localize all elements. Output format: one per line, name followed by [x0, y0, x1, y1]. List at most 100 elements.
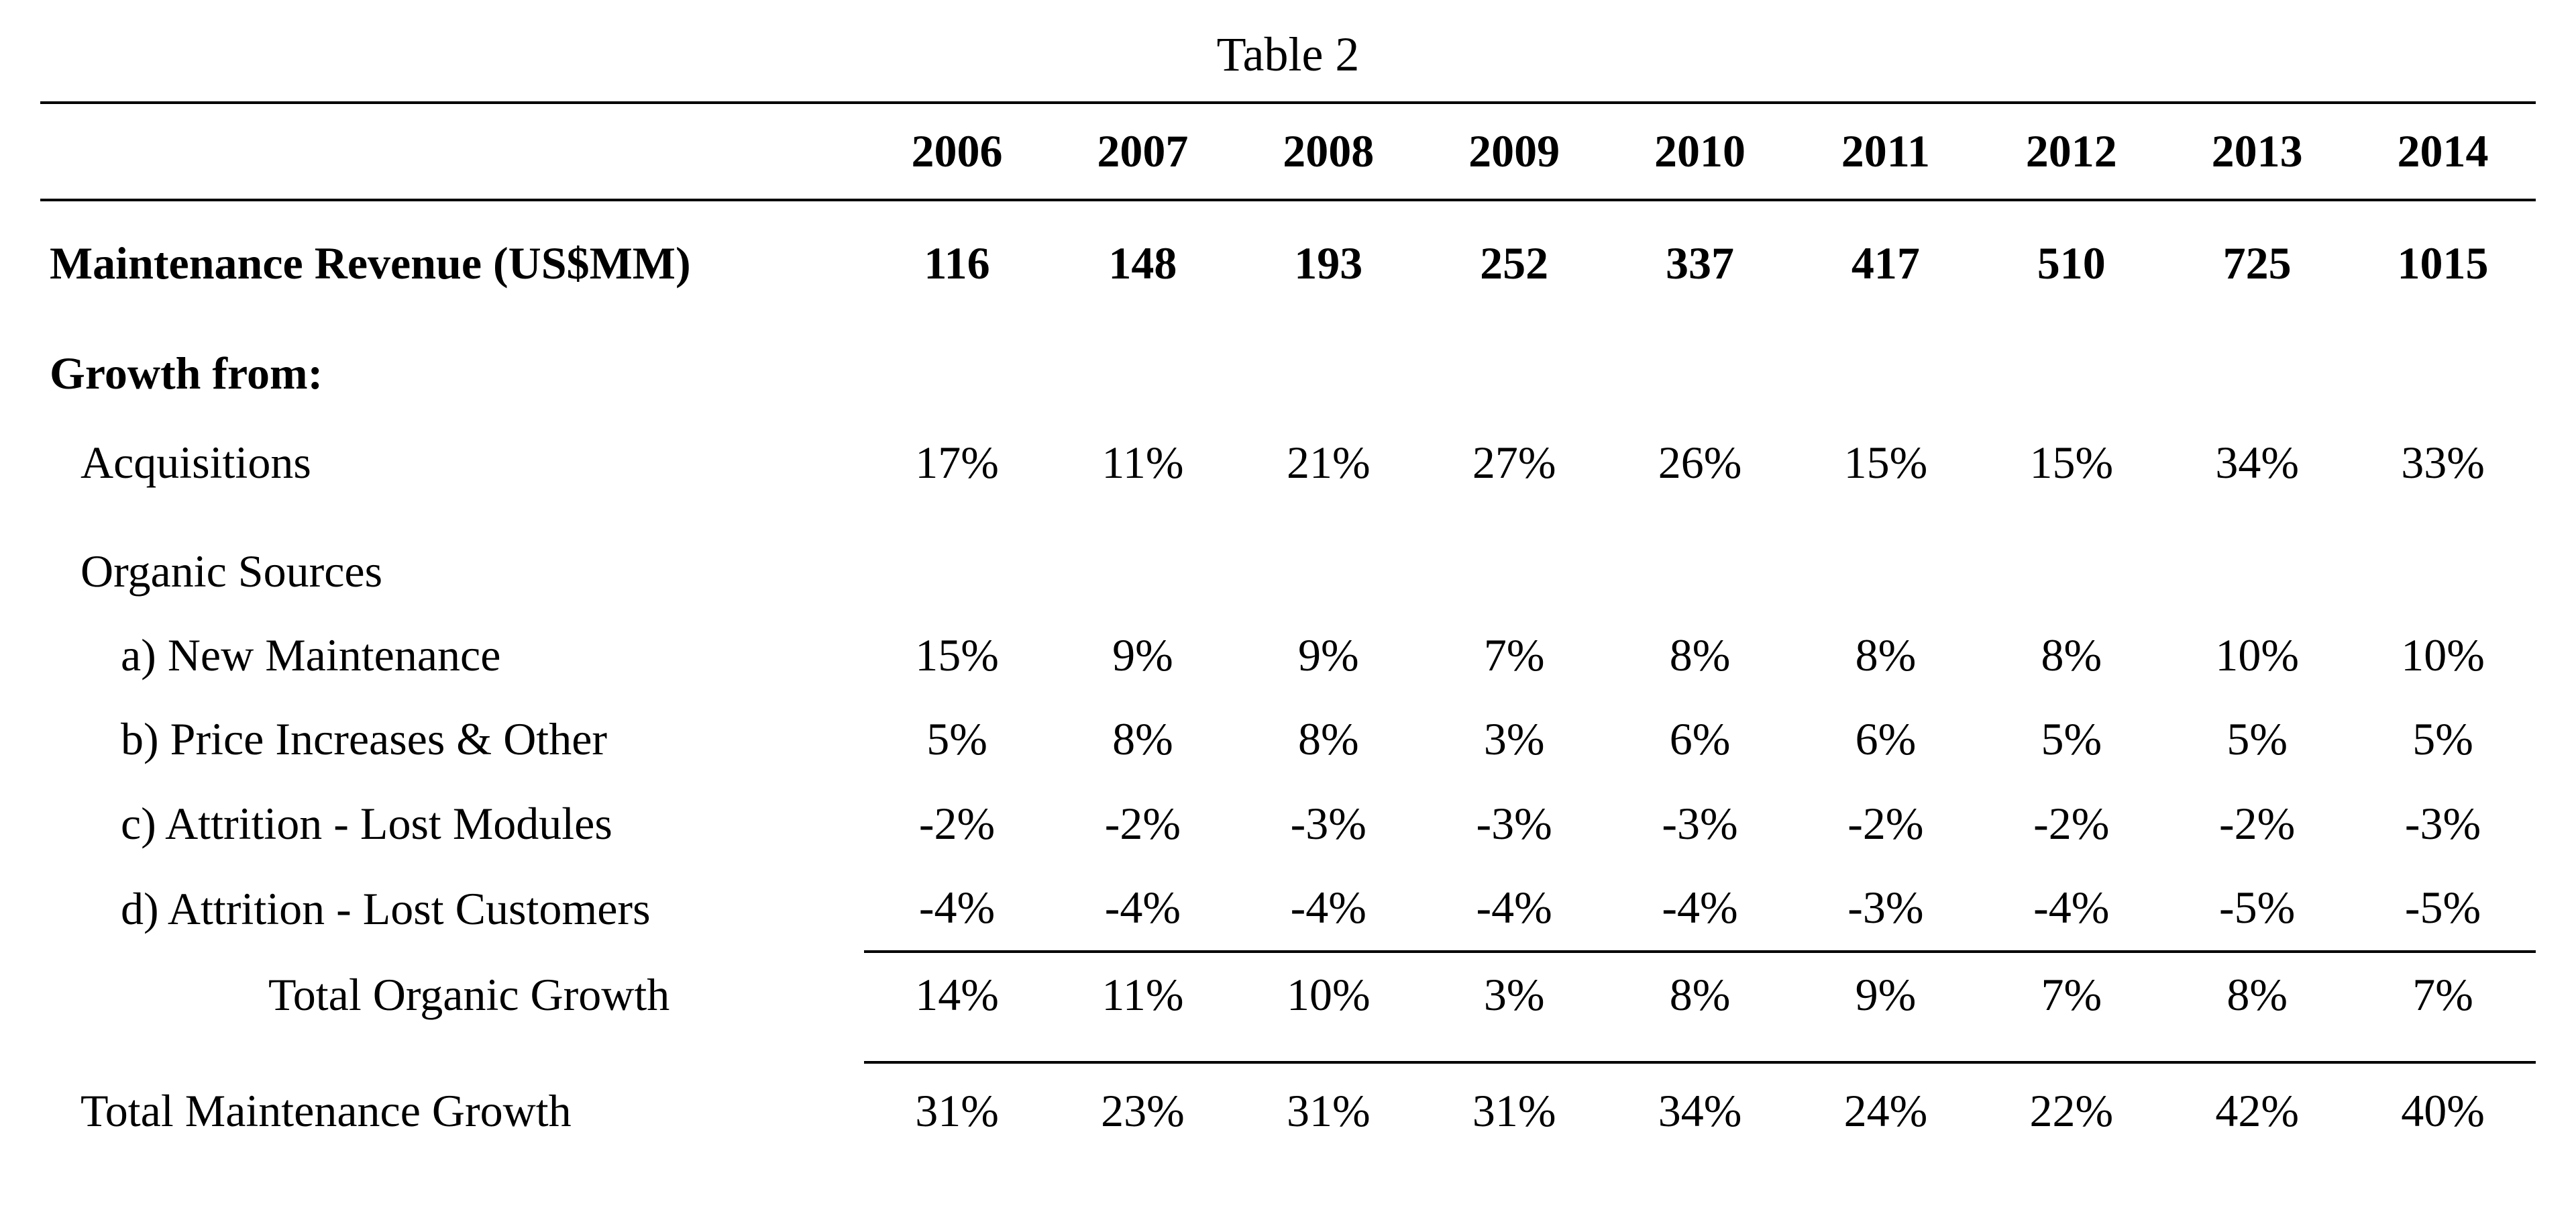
row-new-maintenance: a) New Maintenance 15% 9% 9% 7% 8% 8% 8%…: [40, 613, 2536, 697]
header-year: 2010: [1607, 103, 1793, 200]
cell: -3%: [1607, 782, 1793, 866]
header-year: 2012: [1978, 103, 2164, 200]
row-label: d) Attrition - Lost Customers: [40, 866, 864, 951]
cell: 7%: [2350, 952, 2536, 1037]
cell: 1015: [2350, 200, 2536, 311]
cell: 8%: [1050, 697, 1236, 781]
cell: 5%: [1978, 697, 2164, 781]
row-attrition-modules: c) Attrition - Lost Modules -2% -2% -3% …: [40, 782, 2536, 866]
cell: -4%: [1607, 866, 1793, 951]
cell: 33%: [2350, 421, 2536, 505]
row-label: c) Attrition - Lost Modules: [40, 782, 864, 866]
row-label: Acquisitions: [40, 421, 864, 505]
cell: -4%: [1978, 866, 2164, 951]
cell: 27%: [1421, 421, 1607, 505]
header-year: 2009: [1421, 103, 1607, 200]
row-maintenance-revenue: Maintenance Revenue (US$MM) 116 148 193 …: [40, 200, 2536, 311]
cell: -2%: [1050, 782, 1236, 866]
cell: 10%: [2350, 613, 2536, 697]
cell: -4%: [1421, 866, 1607, 951]
cell: 8%: [1607, 952, 1793, 1037]
table-header-row: 2006 2007 2008 2009 2010 2011 2012 2013 …: [40, 103, 2536, 200]
cell: 26%: [1607, 421, 1793, 505]
header-blank: [40, 103, 864, 200]
cell: 5%: [2164, 697, 2350, 781]
cell: -3%: [1236, 782, 1421, 866]
header-year: 2007: [1050, 103, 1236, 200]
financial-table: 2006 2007 2008 2009 2010 2011 2012 2013 …: [40, 101, 2536, 1158]
cell: 31%: [864, 1062, 1050, 1158]
header-year: 2008: [1236, 103, 1421, 200]
cell: 14%: [864, 952, 1050, 1037]
cell: -3%: [2350, 782, 2536, 866]
cell: 17%: [864, 421, 1050, 505]
cell: 3%: [1421, 952, 1607, 1037]
cell: -4%: [1050, 866, 1236, 951]
row-total-organic-growth: Total Organic Growth 14% 11% 10% 3% 8% 9…: [40, 952, 2536, 1037]
cell: 11%: [1050, 421, 1236, 505]
cell: 34%: [2164, 421, 2350, 505]
cell: 193: [1236, 200, 1421, 311]
cell: -4%: [1236, 866, 1421, 951]
cell: 116: [864, 200, 1050, 311]
row-acquisitions: Acquisitions 17% 11% 21% 27% 26% 15% 15%…: [40, 421, 2536, 505]
cell: 34%: [1607, 1062, 1793, 1158]
spacer: [40, 1037, 2536, 1062]
cell: 9%: [1236, 613, 1421, 697]
cell: -3%: [1421, 782, 1607, 866]
table-title: Table 2: [40, 27, 2536, 83]
row-label: Organic Sources: [40, 529, 864, 613]
cell: 31%: [1236, 1062, 1421, 1158]
row-label: Total Organic Growth: [40, 952, 864, 1037]
cell: 10%: [1236, 952, 1421, 1037]
cell: -2%: [1792, 782, 1978, 866]
cell: -5%: [2164, 866, 2350, 951]
cell: 5%: [2350, 697, 2536, 781]
row-label: b) Price Increases & Other: [40, 697, 864, 781]
cell: -2%: [2164, 782, 2350, 866]
row-total-maintenance-growth: Total Maintenance Growth 31% 23% 31% 31%…: [40, 1062, 2536, 1158]
cell: -4%: [864, 866, 1050, 951]
header-year: 2006: [864, 103, 1050, 200]
header-year: 2011: [1792, 103, 1978, 200]
cell: 23%: [1050, 1062, 1236, 1158]
cell: 417: [1792, 200, 1978, 311]
cell: 31%: [1421, 1062, 1607, 1158]
spacer: [40, 505, 2536, 529]
cell: 5%: [864, 697, 1050, 781]
cell: 6%: [1607, 697, 1793, 781]
row-attrition-customers: d) Attrition - Lost Customers -4% -4% -4…: [40, 866, 2536, 951]
cell: -5%: [2350, 866, 2536, 951]
cell: 7%: [1421, 613, 1607, 697]
row-label: Maintenance Revenue (US$MM): [40, 200, 864, 311]
cell: -3%: [1792, 866, 1978, 951]
cell: 8%: [1978, 613, 2164, 697]
cell: 3%: [1421, 697, 1607, 781]
header-year: 2014: [2350, 103, 2536, 200]
cell: -2%: [1978, 782, 2164, 866]
cell: 8%: [1792, 613, 1978, 697]
cell: 21%: [1236, 421, 1421, 505]
cell: 22%: [1978, 1062, 2164, 1158]
row-organic-sources-header: Organic Sources: [40, 529, 2536, 613]
cell: 11%: [1050, 952, 1236, 1037]
cell: 9%: [1050, 613, 1236, 697]
row-label: a) New Maintenance: [40, 613, 864, 697]
cell: -2%: [864, 782, 1050, 866]
cell: 42%: [2164, 1062, 2350, 1158]
cell: 725: [2164, 200, 2350, 311]
cell: 15%: [1978, 421, 2164, 505]
row-growth-from-header: Growth from:: [40, 311, 2536, 421]
cell: 7%: [1978, 952, 2164, 1037]
page: Table 2 2006 2007 2008 2009 2010 2011 20…: [0, 0, 2576, 1212]
cell: 10%: [2164, 613, 2350, 697]
cell: 9%: [1792, 952, 1978, 1037]
cell: 8%: [1607, 613, 1793, 697]
cell: 148: [1050, 200, 1236, 311]
cell: 24%: [1792, 1062, 1978, 1158]
cell: 15%: [1792, 421, 1978, 505]
cell: 8%: [1236, 697, 1421, 781]
cell: 8%: [2164, 952, 2350, 1037]
row-label: Total Maintenance Growth: [40, 1062, 864, 1158]
cell: 510: [1978, 200, 2164, 311]
